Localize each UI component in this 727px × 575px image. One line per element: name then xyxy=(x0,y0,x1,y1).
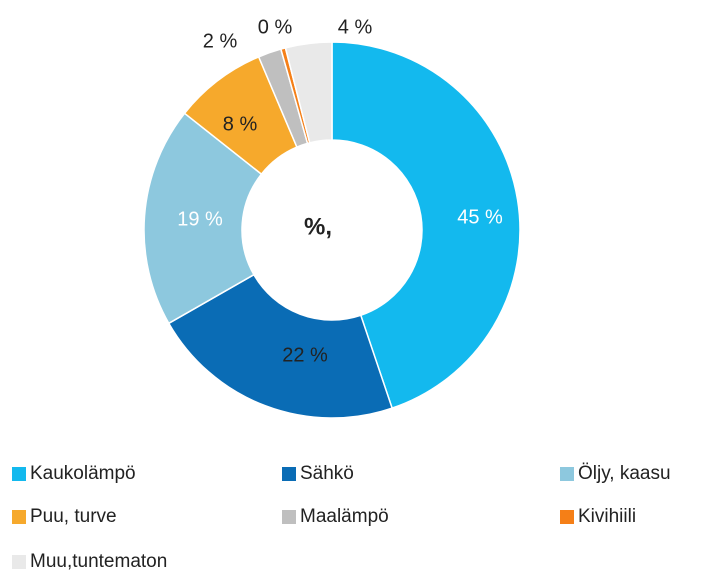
legend-label: Kivihiili xyxy=(578,506,636,527)
slice xyxy=(167,273,394,419)
slice xyxy=(143,112,263,325)
legend-swatch xyxy=(282,510,296,524)
chart-title: %, xyxy=(304,213,332,240)
data-label: 4 % xyxy=(338,16,373,38)
legend-swatch xyxy=(12,510,26,524)
legend-label: Muu,tuntematon xyxy=(30,551,167,572)
data-label: 2 % xyxy=(203,30,238,52)
legend-label: Öljy, kaasu xyxy=(578,463,671,484)
data-label: 22 % xyxy=(282,344,328,366)
legend-label: Maalämpö xyxy=(300,506,389,527)
legend-swatch xyxy=(282,467,296,481)
slice xyxy=(331,41,521,410)
legend-swatch xyxy=(560,510,574,524)
legend-label: Puu, turve xyxy=(30,506,117,527)
legend-swatch xyxy=(12,467,26,481)
legend-swatch xyxy=(560,467,574,481)
data-label: 0 % xyxy=(258,16,293,38)
data-label: 8 % xyxy=(223,113,258,135)
legend-label: Kaukolämpö xyxy=(30,463,136,484)
slice xyxy=(284,41,333,144)
legend-label: Sähkö xyxy=(300,463,354,484)
data-label: 19 % xyxy=(177,208,223,230)
data-label: 45 % xyxy=(457,206,503,228)
legend-swatch xyxy=(12,555,26,569)
